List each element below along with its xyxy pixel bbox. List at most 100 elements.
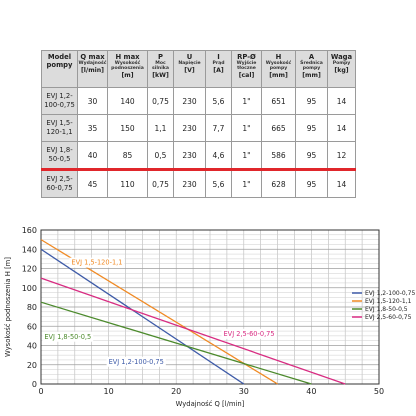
chart-annotations: EVJ 1,5-120-1,1 EVJ 1,8-50-0,5 EVJ 2,5-60-… [42,257,277,367]
header-power-desc: Moc silnika [152,61,169,72]
y-tick-label: 160 [22,226,37,235]
legend-item-label: EVJ 2,5-60-0,75 [365,314,412,321]
cell-weight: 12 [327,141,356,170]
cell-current: 5,6 [205,168,232,198]
series-callout-1: EVJ 1,5-120-1,1 [69,257,125,268]
cell-model: EVJ 1,2-100-0,75 [41,87,78,115]
chart-grid [40,229,380,385]
header-outlet-desc: Wyjście tłoczne [236,61,257,72]
header-height-desc: Wysokość pompy [265,61,292,72]
header-hmax-desc: Wysokość podnoszenia [111,61,144,72]
x-tick-label: 10 [104,387,114,396]
header-qmax-label: Q max [80,53,105,61]
header-outlet-unit: [cal] [238,72,255,80]
header-qmax-desc: Wydajność [78,61,107,66]
header-current-unit: [A] [213,67,224,75]
header-hmax-label: H max [115,53,140,61]
y-tick-label: 40 [27,342,37,351]
cell-voltage: 230 [173,114,206,142]
cell-voltage: 230 [173,168,206,198]
cell-outlet: 1" [231,114,262,142]
legend-item-label: EVJ 1,2-100-0,75 [365,290,415,297]
x-tick-label: 20 [171,387,181,396]
y-tick-label: 60 [27,322,37,331]
x-axis-title: Wydajność Q [l/min] [176,400,245,408]
x-tick-label: 50 [374,387,384,396]
y-axis-title: Wysokość podnoszenia H [m] [4,257,12,357]
cell-height: 665 [261,114,296,142]
header-hmax: H max Wysokość podnoszenia [m] [107,50,148,88]
legend-item-label: EVJ 1,5-120-1,1 [365,298,412,305]
series-callout-text: EVJ 1,5-120-1,1 [71,259,122,267]
series-callout-text: EVJ 1,8-50-0,5 [44,333,91,341]
header-voltage-unit: [V] [184,67,195,75]
cell-weight: 14 [327,87,356,115]
table-row: EVJ 1,8-50-0,5 40 85 0,5 230 4,6 1" 586 … [41,141,356,170]
cell-weight: 14 [327,168,356,198]
header-current: I Prąd [A] [205,50,232,88]
pump-spec-table: Model pompy Q max Wydajność [l/min] H ma… [41,50,356,198]
cell-outlet: 1" [231,168,262,198]
header-weight-unit: [kg] [334,67,349,75]
header-current-desc: Prąd [212,61,225,66]
series-callout-bg [106,356,166,367]
header-height-unit: [mm] [269,72,288,80]
header-qmax-unit: [l/min] [80,67,104,75]
header-weight-desc: Pompy [332,61,351,66]
cell-model: EVJ 1,8-50-0,5 [41,141,78,170]
series-callout-text: EVJ 1,2-100-0,75 [109,358,164,366]
header-diameter-label: A [308,53,315,61]
y-tick-label: 20 [27,361,37,370]
y-tick-label: 120 [22,265,37,274]
header-voltage: U Napięcie [V] [173,50,206,88]
header-power-unit: [kW] [152,72,169,80]
y-tick-label: 80 [27,303,37,312]
header-weight-label: Waga [330,53,353,61]
series-callout-3: EVJ 2,5-60-0,75 [221,328,277,339]
plot-frame [40,229,380,385]
header-diameter-unit: [mm] [302,72,321,80]
series-callout-bg [69,257,125,268]
cell-model: EVJ 2,5-60-0,75 [41,168,78,198]
cell-voltage: 230 [173,141,206,170]
series-callout-bg [42,331,94,342]
header-outlet-label: RP-Ø [237,53,256,61]
header-model-label: Model pompy [46,53,73,69]
legend-item-label: EVJ 1,8-50-0,5 [365,306,408,313]
header-diameter: A Średnica pompy [mm] [295,50,328,88]
cell-qmax: 40 [77,141,108,170]
header-qmax: Q max Wydajność [l/min] [77,50,108,88]
y-tick-label: 100 [22,284,37,293]
table-header-row: Model pompy Q max Wydajność [l/min] H ma… [41,50,356,88]
cell-diameter: 95 [295,87,328,115]
header-diameter-desc: Średnica pompy [300,61,323,72]
y-tick-label: 0 [32,380,37,389]
series-callout-2: EVJ 1,8-50-0,5 [42,331,94,342]
chart-axes: 0 10 20 30 40 50 0 20 40 60 80 100 120 140 160 Wydajnoś… [4,226,384,408]
cell-weight: 14 [327,114,356,142]
x-tick-label: 40 [306,387,316,396]
cell-qmax: 45 [77,168,108,198]
cell-voltage: 230 [173,87,206,115]
table-row-highlighted: EVJ 2,5-60-0,75 45 110 0,75 230 5,6 1" 6… [41,168,356,198]
series-callout-4: EVJ 1,2-100-0,75 [106,356,166,367]
header-model: Model pompy [41,50,78,88]
series-line-3 [40,301,312,385]
header-height: H Wysokość pompy [mm] [261,50,296,88]
header-hmax-unit: [m] [121,72,134,80]
header-weight: Waga Pompy [kg] [327,50,356,88]
header-voltage-desc: Napięcie [178,61,201,66]
cell-power: 0,75 [147,168,174,198]
header-current-label: I [217,53,220,61]
series-callout-bg [221,328,277,339]
table-row: EVJ 1,2-100-0,75 30 140 0,75 230 5,6 1" … [41,87,356,115]
cell-current: 4,6 [205,141,232,170]
header-outlet: RP-Ø Wyjście tłoczne [cal] [231,50,262,88]
header-height-label: H [275,53,282,61]
cell-outlet: 1" [231,87,262,115]
series-line-4 [40,277,346,385]
cell-diameter: 95 [295,168,328,198]
header-voltage-label: U [186,53,193,61]
